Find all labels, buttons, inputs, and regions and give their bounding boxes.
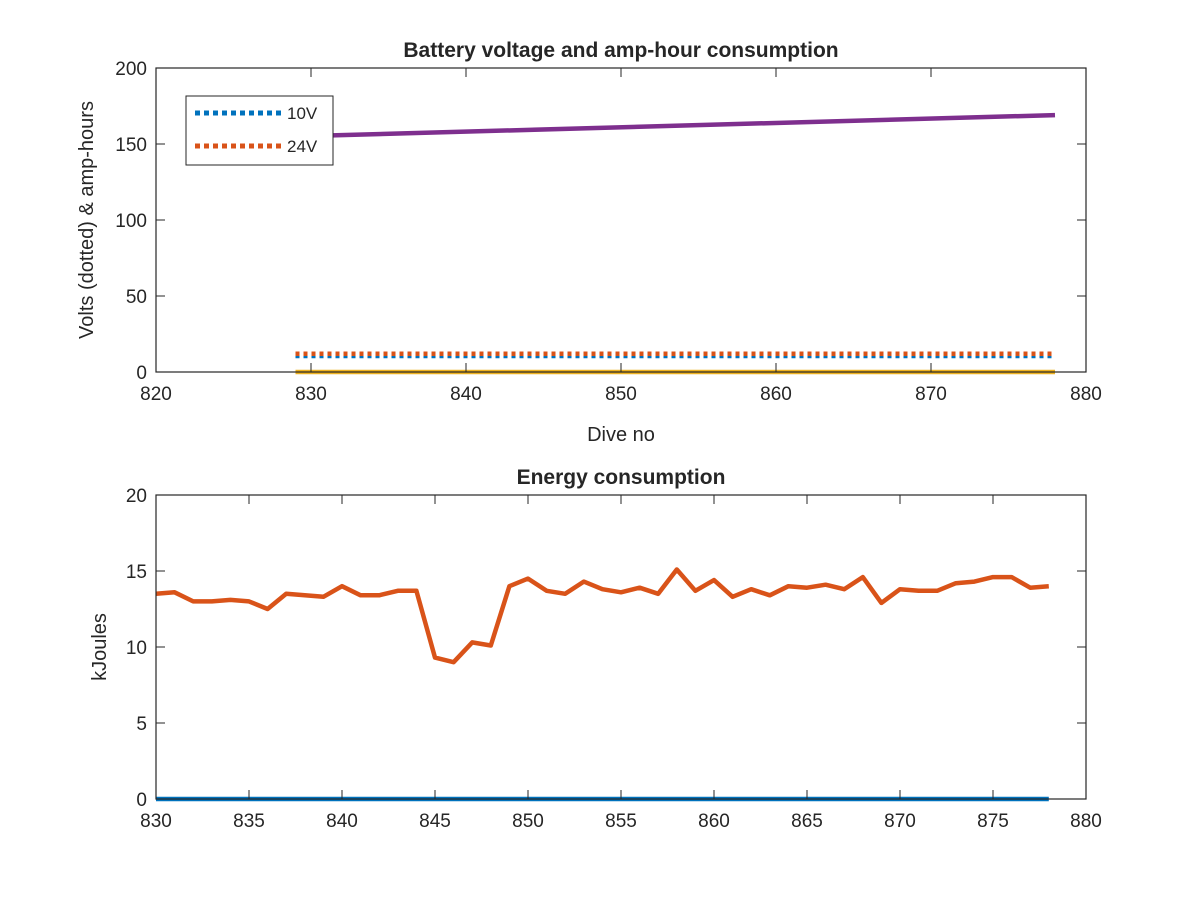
x-tick-label: 870 — [915, 384, 947, 405]
y-tick-label: 200 — [115, 59, 147, 80]
series-line-2 — [155, 567, 1049, 665]
plot-area — [156, 495, 1086, 799]
x-tick-label: 860 — [760, 384, 792, 405]
legend: 10V 24V — [185, 95, 334, 166]
x-tick-label: 850 — [605, 384, 637, 405]
axis-ticks: 820 830 840 850 860 870 880 0 50 100 150 200 — [115, 59, 1102, 405]
legend-box — [185, 95, 334, 166]
y-tick-label: 20 — [126, 486, 147, 507]
legend-label-24v: 24V — [287, 137, 318, 156]
x-tick-label: 830 — [140, 811, 172, 832]
y-tick-label: 0 — [136, 790, 147, 811]
chart-title: Energy consumption — [517, 466, 726, 489]
y-tick-label: 5 — [136, 714, 147, 735]
x-tick-label: 850 — [512, 811, 544, 832]
voltage-amphour-plot: 820 830 840 850 860 870 880 0 50 100 150 200 Batter… — [76, 39, 1102, 446]
x-tick-label: 840 — [326, 811, 358, 832]
x-tick-label: 865 — [791, 811, 823, 832]
x-tick-label: 870 — [884, 811, 916, 832]
axis-ticks: 830 835 840 845 850 855 860 865 870 875 880 0 5 10 15 2… — [126, 486, 1102, 832]
x-tick-label: 830 — [295, 384, 327, 405]
y-tick-label: 0 — [136, 363, 147, 384]
x-tick-label: 880 — [1070, 384, 1102, 405]
series-line-4 — [295, 112, 1056, 139]
y-tick-label: 15 — [126, 562, 147, 583]
x-axis-label: Dive no — [587, 424, 655, 446]
energy-consumption-plot: 830 835 840 845 850 855 860 865 870 875 880 0 5 10 15 2… — [89, 466, 1102, 832]
x-tick-label: 875 — [977, 811, 1009, 832]
y-tick-label: 150 — [115, 135, 147, 156]
y-axis-label: Volts (dotted) & amp-hours — [76, 101, 98, 339]
x-tick-label: 845 — [419, 811, 451, 832]
y-tick-label: 50 — [126, 287, 147, 308]
y-tick-label: 10 — [126, 638, 147, 659]
x-tick-label: 860 — [698, 811, 730, 832]
legend-label-10v: 10V — [287, 104, 318, 123]
y-axis-label: kJoules — [89, 613, 111, 681]
x-tick-label: 820 — [140, 384, 172, 405]
x-tick-label: 835 — [233, 811, 265, 832]
y-tick-label: 100 — [115, 211, 147, 232]
x-tick-label: 880 — [1070, 811, 1102, 832]
x-tick-label: 840 — [450, 384, 482, 405]
x-tick-label: 855 — [605, 811, 637, 832]
chart-title: Battery voltage and amp-hour consumption — [403, 39, 838, 62]
